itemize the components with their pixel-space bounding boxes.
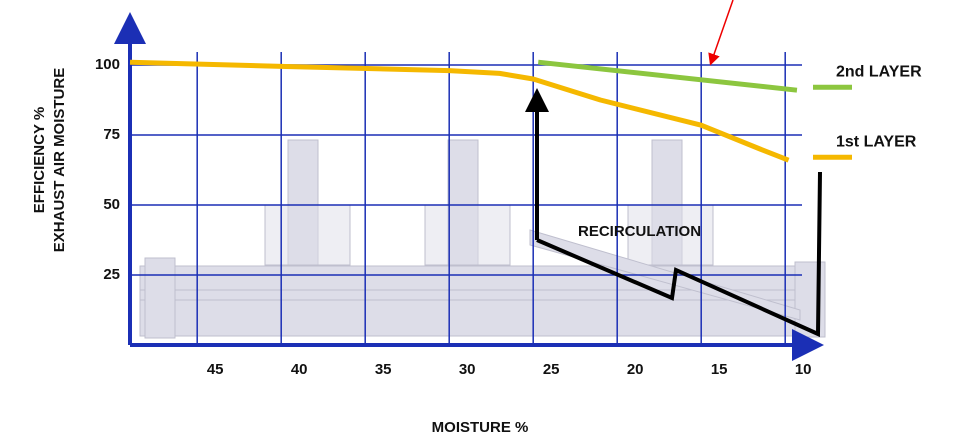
x-tick-label: 25 bbox=[543, 361, 560, 378]
y-tick-label: 50 bbox=[103, 196, 120, 213]
x-tick-label: 45 bbox=[207, 361, 224, 378]
x-tick-label: 35 bbox=[375, 361, 392, 378]
pointer-arrow bbox=[708, 0, 734, 66]
series-line bbox=[129, 59, 790, 163]
machine-illustration bbox=[139, 139, 826, 339]
x-tick-label: 10 bbox=[795, 361, 812, 378]
x-tick-label: 40 bbox=[291, 361, 308, 378]
y-axis-title: EFFICIENCY % bbox=[31, 107, 48, 213]
y-tick-label: 100 bbox=[95, 56, 120, 73]
recirculation-path bbox=[536, 171, 822, 338]
series-line bbox=[537, 59, 798, 93]
x-tick-label: 15 bbox=[711, 361, 728, 378]
legend-label: 2nd LAYER bbox=[836, 63, 922, 80]
y-tick-label: 25 bbox=[103, 266, 120, 283]
x-axis-title: MOISTURE % bbox=[432, 419, 529, 436]
y-axis-title: EXHAUST AIR MOISTURE bbox=[51, 68, 68, 252]
x-tick-label: 20 bbox=[627, 361, 644, 378]
annotation: RECIRCULATION bbox=[578, 223, 701, 240]
y-tick-label: 75 bbox=[103, 126, 120, 143]
legend-label: 1st LAYER bbox=[836, 133, 917, 150]
x-tick-label: 30 bbox=[459, 361, 476, 378]
